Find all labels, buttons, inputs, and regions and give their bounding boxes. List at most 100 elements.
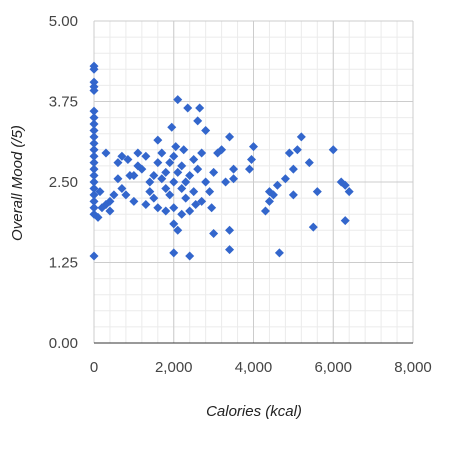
data-point xyxy=(205,187,215,197)
data-point xyxy=(133,148,143,158)
data-point xyxy=(209,229,219,239)
data-point xyxy=(169,151,179,161)
data-point xyxy=(89,190,99,200)
data-point xyxy=(89,177,99,187)
data-point xyxy=(161,206,171,216)
data-point xyxy=(89,138,99,148)
data-point xyxy=(173,167,183,177)
data-point xyxy=(225,225,235,235)
data-point xyxy=(181,193,191,203)
data-point xyxy=(141,151,151,161)
x-tick-label: 4,000 xyxy=(235,359,273,376)
data-point xyxy=(145,187,155,197)
data-point xyxy=(153,135,163,145)
data-point xyxy=(177,209,187,219)
data-point xyxy=(264,196,274,206)
data-point xyxy=(308,222,318,232)
data-point xyxy=(185,171,195,181)
data-point xyxy=(304,158,314,168)
y-tick-label: 0.00 xyxy=(49,335,78,352)
data-point xyxy=(340,180,350,190)
data-point xyxy=(189,154,199,164)
data-point xyxy=(229,164,239,174)
data-point xyxy=(268,190,278,200)
data-point xyxy=(221,177,231,187)
data-point xyxy=(169,203,179,213)
data-point xyxy=(183,103,193,113)
data-point xyxy=(121,190,131,200)
data-point xyxy=(272,180,282,190)
x-axis-title: Calories (kcal) xyxy=(206,403,302,420)
data-point xyxy=(225,132,235,142)
data-point xyxy=(189,187,199,197)
data-point xyxy=(165,158,175,168)
data-point xyxy=(197,148,207,158)
x-axis-tick-labels: 0 2,000 4,000 6,000 8,000 xyxy=(90,359,432,376)
data-point xyxy=(169,177,179,187)
data-point xyxy=(173,95,183,105)
data-point xyxy=(284,148,294,158)
data-point xyxy=(89,164,99,174)
data-point xyxy=(229,174,239,184)
x-tick-label: 6,000 xyxy=(314,359,352,376)
data-point xyxy=(197,196,207,206)
data-point xyxy=(153,203,163,213)
data-point xyxy=(113,174,123,184)
data-point xyxy=(185,251,195,261)
data-point xyxy=(89,196,99,206)
data-point xyxy=(89,119,99,129)
data-point xyxy=(101,148,111,158)
data-point xyxy=(89,158,99,168)
data-point xyxy=(95,187,105,197)
x-tick-label: 8,000 xyxy=(394,359,432,376)
y-axis-tick-labels: 0.00 1.25 2.50 3.75 5.00 xyxy=(49,13,78,352)
data-points xyxy=(89,61,354,261)
data-point xyxy=(89,171,99,181)
data-point xyxy=(89,113,99,123)
data-point xyxy=(195,103,205,113)
data-point xyxy=(117,183,127,193)
data-point xyxy=(312,187,322,197)
data-point xyxy=(165,190,175,200)
data-point xyxy=(177,183,187,193)
data-point xyxy=(193,164,203,174)
data-point xyxy=(153,158,163,168)
data-point xyxy=(129,171,139,181)
data-point xyxy=(157,174,167,184)
y-axis-title: Overall Mood (/5) xyxy=(9,125,26,241)
data-point xyxy=(344,187,354,197)
data-point xyxy=(177,161,187,171)
major-gridlines xyxy=(93,20,414,344)
data-point xyxy=(89,64,99,74)
data-point xyxy=(201,177,211,187)
data-point xyxy=(149,171,159,181)
data-point xyxy=(141,200,151,210)
data-point xyxy=(274,248,284,258)
data-point xyxy=(89,125,99,135)
y-tick-label: 3.75 xyxy=(49,94,78,111)
data-point xyxy=(105,206,115,216)
data-point xyxy=(89,132,99,142)
data-point xyxy=(89,86,99,96)
data-point xyxy=(145,177,155,187)
data-point xyxy=(207,203,217,213)
x-tick-label: 2,000 xyxy=(155,359,193,376)
data-point xyxy=(260,206,270,216)
data-point xyxy=(249,142,258,152)
data-point xyxy=(157,148,167,158)
y-tick-label: 2.50 xyxy=(49,174,78,191)
data-point xyxy=(296,132,306,142)
data-point xyxy=(247,154,257,164)
data-point xyxy=(105,196,115,206)
data-point xyxy=(245,164,255,174)
data-point xyxy=(179,145,189,155)
data-point xyxy=(328,145,338,155)
data-point xyxy=(292,145,302,155)
data-point xyxy=(123,154,133,164)
data-point xyxy=(137,164,147,174)
data-point xyxy=(185,206,195,216)
y-tick-label: 1.25 xyxy=(49,255,78,272)
data-point xyxy=(181,177,191,187)
